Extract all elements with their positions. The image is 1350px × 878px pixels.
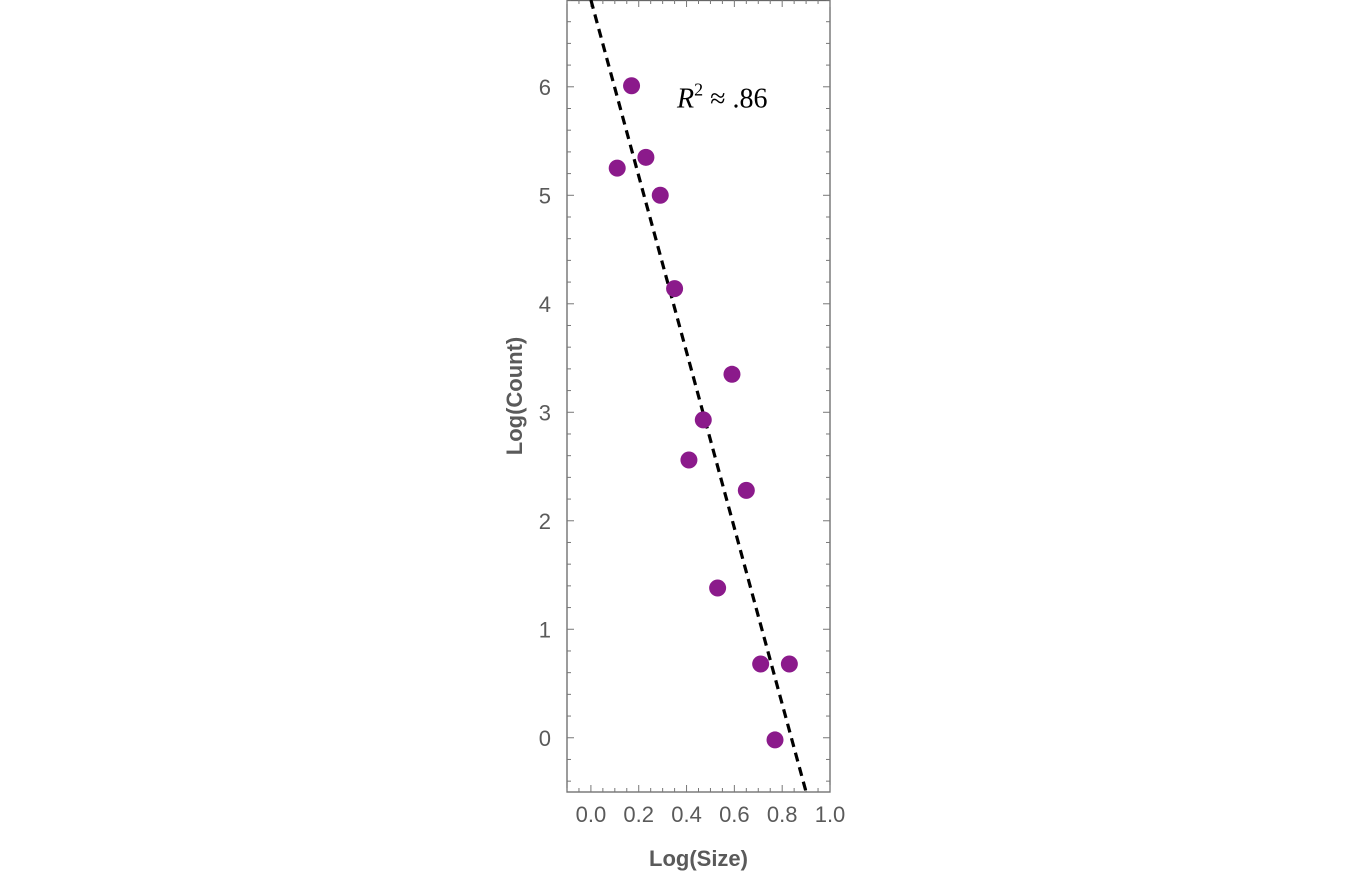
y-tick-label: 4 [539,292,551,317]
x-tick-label: 1.0 [815,802,846,827]
fit-line [589,0,808,793]
r-squared-value: ≈ .86 [703,84,767,115]
ticks-layer [566,0,831,792]
data-point [680,451,698,469]
data-point [637,148,655,166]
data-point [752,655,770,673]
data-point [666,280,684,298]
r-squared-annotation: R2 ≈ .86 [676,80,767,115]
x-tick-label: 0.6 [719,802,750,827]
x-tick-label: 0.0 [576,802,607,827]
y-axis-title: Log(Count) [502,337,527,456]
y-tick-label: 5 [539,183,551,208]
data-point [766,731,784,749]
fit-line-layer [589,0,808,793]
x-tick-label: 0.4 [671,802,702,827]
tick-labels-layer: 0.0 0.2 0.4 0.6 0.8 1.0 0 1 2 3 4 5 6 [539,75,846,827]
data-point [651,186,669,204]
points-layer [608,77,798,749]
data-point [709,579,727,597]
y-tick-label: 1 [539,617,551,642]
data-point [723,365,741,383]
data-point [694,411,712,429]
y-tick-label: 0 [539,726,551,751]
y-tick-label: 6 [539,75,551,100]
x-axis-title: Log(Size) [649,846,748,871]
r-squared-symbol: R [676,84,694,115]
x-tick-label: 0.8 [767,802,798,827]
y-tick-label: 2 [539,509,551,534]
x-tick-label: 0.2 [623,802,654,827]
data-point [737,481,755,499]
data-point [623,77,641,95]
r-squared-superscript: 2 [694,80,703,100]
y-tick-label: 3 [539,400,551,425]
data-point [780,655,798,673]
data-point [608,159,626,177]
